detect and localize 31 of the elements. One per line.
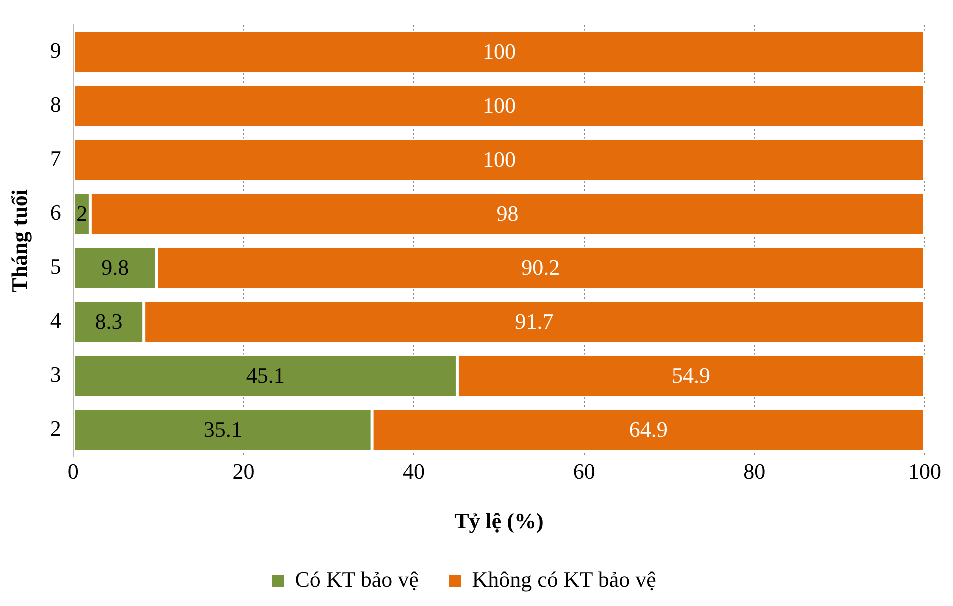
x-axis-title: Tỷ lệ (%) [454,508,544,534]
data-label: 64.9 [629,416,668,442]
data-label: 8.3 [95,308,123,334]
data-label: 9.8 [102,254,130,280]
data-label: 91.7 [515,308,554,334]
y-tick-label: 8 [50,92,62,117]
y-tick-label: 6 [50,200,62,225]
y-tick-label: 9 [50,38,62,63]
x-tick-label: 0 [68,459,79,484]
data-label: 54.9 [672,362,710,388]
y-axis-title: Tháng tuổi [6,190,32,293]
legend-label: Có KT bảo vệ [295,566,419,592]
x-tick-label: 100 [908,459,942,484]
x-tick-label: 40 [403,459,426,484]
x-tick-label: 60 [573,459,596,484]
data-label: 90.2 [522,254,560,280]
data-label: 100 [482,92,516,118]
data-label: 100 [482,146,516,172]
data-label: 2 [76,200,88,226]
data-label: 98 [496,200,519,226]
y-tick-label: 5 [50,254,62,279]
legend-label: Không có KT bảo vệ [472,566,656,592]
data-label: 35.1 [204,416,242,442]
data-label: 100 [482,38,516,64]
y-tick-label: 2 [50,416,62,441]
data-label: 45.1 [246,362,285,388]
x-tick-label: 80 [744,459,766,484]
y-tick-label: 4 [50,308,62,333]
y-tick-label: 3 [50,362,62,387]
x-tick-label: 20 [232,459,255,484]
y-tick-label: 7 [50,146,62,171]
